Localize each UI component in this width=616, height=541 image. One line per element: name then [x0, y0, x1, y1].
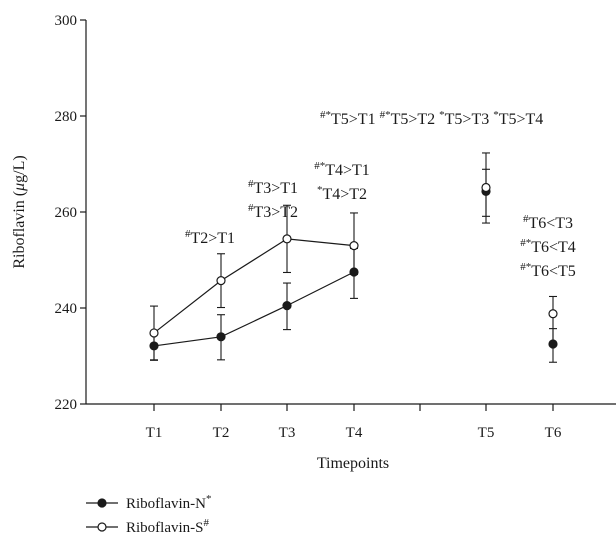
- annotation-text: T6<T5: [531, 263, 576, 280]
- data-point: [481, 182, 491, 193]
- y-tick-label: 280: [55, 109, 78, 125]
- series-line: [153, 271, 355, 347]
- data-point: [349, 241, 359, 251]
- annotation-t4: #*T4>T1: [314, 160, 370, 179]
- annotation-marker: #*: [320, 109, 331, 121]
- legend-item-2: Riboflavin-S#: [86, 517, 210, 536]
- annotation-marker: #: [248, 202, 254, 214]
- annotation-marker: #: [185, 228, 191, 240]
- chart-axes: 220 240 260 280 300 T1 T2 T3 T4 T5 T6 Timepoints Rib…: [11, 13, 616, 472]
- x-axis-title: Timepoints: [317, 455, 389, 472]
- y-tick-label: 300: [55, 13, 78, 29]
- annotation-t6: #*T6<T5: [520, 261, 576, 280]
- legend-label: Riboflavin-N*: [126, 493, 212, 512]
- annotation-t4: *T4>T2: [317, 184, 367, 203]
- annotation-t3: #T3>T1: [248, 178, 298, 197]
- x-tick-label: T2: [213, 425, 230, 441]
- annotation-marker: *: [317, 184, 323, 196]
- annotation-text: T5>T3: [445, 111, 494, 128]
- chart-annotations: #T2>T1#T3>T1#T3>T2#*T4>T1*T4>T2#*T5>T1 #…: [185, 109, 576, 280]
- data-point: [216, 276, 226, 286]
- chart-legend: Riboflavin-N* Riboflavin-S#: [86, 493, 212, 536]
- y-tick-label: 240: [55, 301, 78, 317]
- x-tick-label: T1: [146, 425, 163, 441]
- annotation-text: T6<T4: [531, 239, 576, 256]
- annotation-text: T4>T2: [322, 186, 367, 203]
- annotation-text: T2>T1: [190, 230, 235, 247]
- data-point: [282, 301, 292, 311]
- x-tick-label: T5: [478, 425, 495, 441]
- annotation-marker: *: [493, 109, 499, 121]
- annotation-t3: #T3>T2: [248, 202, 298, 221]
- annotation-text: T5>T2: [391, 111, 440, 128]
- x-tick-label: T3: [279, 425, 296, 441]
- x-tick-label: T4: [346, 425, 363, 441]
- annotation-text: T3>T2: [253, 204, 298, 221]
- series-line: [153, 238, 355, 334]
- annotation-marker: #*: [314, 160, 325, 172]
- legend-marker: [97, 522, 107, 532]
- annotation-marker: #*: [520, 237, 531, 249]
- series-2: [149, 152, 558, 361]
- y-tick-label: 260: [55, 205, 78, 221]
- data-point: [548, 309, 558, 319]
- y-axis-title: Riboflavin (μg/L): [11, 155, 28, 268]
- annotation-marker: #*: [520, 261, 531, 273]
- data-point: [216, 332, 226, 342]
- x-tick-label: T6: [545, 425, 562, 441]
- annotation-t5: #*T5>T1 #*T5>T2 *T5>T3 *T5>T4: [320, 109, 543, 128]
- annotation-text: T5>T1: [331, 111, 380, 128]
- annotation-text: T4>T1: [325, 162, 370, 179]
- annotation-text: T6<T3: [528, 215, 573, 232]
- legend-label: Riboflavin-S#: [126, 517, 210, 536]
- annotation-marker: #*: [380, 109, 391, 121]
- legend-item-1: Riboflavin-N*: [86, 493, 212, 512]
- annotation-t6: #T6<T3: [523, 213, 573, 232]
- data-point: [282, 234, 292, 244]
- annotation-t6: #*T6<T4: [520, 237, 576, 256]
- data-point: [149, 328, 159, 338]
- annotation-text: T5>T4: [499, 111, 544, 128]
- y-tick-label: 220: [55, 397, 78, 413]
- chart-series: [149, 152, 558, 363]
- annotation-marker: #: [248, 178, 254, 190]
- legend-marker: [97, 498, 107, 508]
- annotation-text: T3>T1: [253, 180, 298, 197]
- annotation-marker: #: [523, 213, 529, 225]
- annotation-t2: #T2>T1: [185, 228, 235, 247]
- annotation-marker: *: [439, 109, 445, 121]
